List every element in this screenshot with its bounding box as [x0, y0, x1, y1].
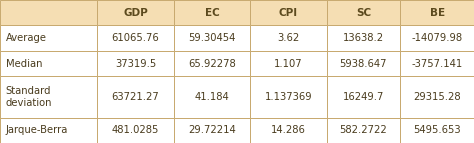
Bar — [400, 118, 474, 143]
Bar — [250, 0, 327, 25]
Text: 29.72214: 29.72214 — [188, 125, 236, 135]
Bar — [250, 77, 327, 118]
Text: Median: Median — [6, 59, 42, 69]
Bar — [0, 25, 98, 51]
Text: 16249.7: 16249.7 — [343, 92, 384, 102]
Text: 1.137369: 1.137369 — [264, 92, 312, 102]
Bar — [250, 25, 327, 51]
Bar — [0, 77, 98, 118]
Bar — [174, 51, 250, 77]
Bar — [0, 0, 98, 25]
Text: EC: EC — [205, 8, 219, 18]
Bar — [98, 118, 174, 143]
Text: BE: BE — [429, 8, 445, 18]
Bar — [98, 25, 174, 51]
Text: 13638.2: 13638.2 — [343, 33, 384, 43]
Bar — [400, 77, 474, 118]
Text: 61065.76: 61065.76 — [112, 33, 159, 43]
Text: Jarque-Berra: Jarque-Berra — [6, 125, 68, 135]
Bar — [250, 51, 327, 77]
Text: Average: Average — [6, 33, 46, 43]
Bar — [98, 51, 174, 77]
Text: -14079.98: -14079.98 — [411, 33, 463, 43]
Bar — [400, 51, 474, 77]
Bar — [327, 0, 400, 25]
Text: 1.107: 1.107 — [274, 59, 303, 69]
Bar — [327, 25, 400, 51]
Text: 5938.647: 5938.647 — [340, 59, 387, 69]
Text: 481.0285: 481.0285 — [112, 125, 159, 135]
Bar — [174, 77, 250, 118]
Text: Standard
deviation: Standard deviation — [6, 86, 52, 108]
Bar — [327, 118, 400, 143]
Text: 14.286: 14.286 — [271, 125, 306, 135]
Bar — [400, 25, 474, 51]
Bar — [98, 0, 174, 25]
Text: 59.30454: 59.30454 — [188, 33, 236, 43]
Bar — [0, 51, 98, 77]
Bar — [98, 77, 174, 118]
Bar — [250, 118, 327, 143]
Text: 29315.28: 29315.28 — [413, 92, 461, 102]
Bar — [0, 118, 98, 143]
Bar — [174, 25, 250, 51]
Bar — [174, 0, 250, 25]
Bar — [400, 0, 474, 25]
Text: 37319.5: 37319.5 — [115, 59, 156, 69]
Text: 3.62: 3.62 — [277, 33, 300, 43]
Text: GDP: GDP — [123, 8, 148, 18]
Text: CPI: CPI — [279, 8, 298, 18]
Text: 5495.653: 5495.653 — [413, 125, 461, 135]
Text: 41.184: 41.184 — [195, 92, 229, 102]
Text: 63721.27: 63721.27 — [112, 92, 159, 102]
Bar — [327, 51, 400, 77]
Bar — [174, 118, 250, 143]
Text: -3757.141: -3757.141 — [411, 59, 463, 69]
Text: 65.92278: 65.92278 — [188, 59, 236, 69]
Bar — [327, 77, 400, 118]
Text: 582.2722: 582.2722 — [339, 125, 387, 135]
Text: SC: SC — [356, 8, 371, 18]
